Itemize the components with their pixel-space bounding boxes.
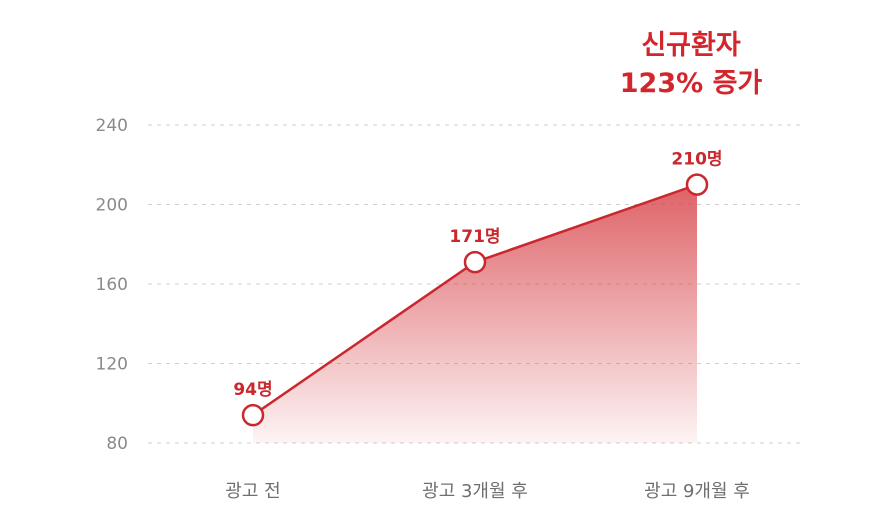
x-tick-label: 광고 3개월 후 bbox=[422, 481, 528, 502]
data-labels: 94명 171명 210명 bbox=[233, 150, 722, 401]
data-point bbox=[685, 173, 709, 196]
y-tick-label: 120 bbox=[96, 355, 128, 375]
area-fill bbox=[253, 184, 697, 443]
data-points bbox=[241, 173, 709, 427]
annotation-line-2: 123% 증가 bbox=[620, 68, 763, 99]
data-label: 210명 bbox=[671, 150, 722, 170]
annotation-line-1: 신규환자 bbox=[641, 30, 741, 61]
y-tick-label: 80 bbox=[106, 434, 128, 454]
y-tick-label: 160 bbox=[96, 275, 128, 295]
x-axis: 광고 전 광고 3개월 후 광고 9개월 후 bbox=[225, 481, 750, 502]
data-point bbox=[241, 403, 265, 427]
x-tick-label: 광고 9개월 후 bbox=[644, 481, 750, 502]
data-label: 171명 bbox=[449, 227, 500, 247]
y-tick-label: 200 bbox=[96, 196, 128, 216]
y-axis: 80 120 160 200 240 bbox=[96, 116, 128, 454]
x-tick-label: 광고 전 bbox=[225, 481, 280, 502]
data-label: 94명 bbox=[233, 380, 272, 400]
y-tick-label: 240 bbox=[96, 116, 128, 136]
data-point bbox=[463, 250, 487, 274]
